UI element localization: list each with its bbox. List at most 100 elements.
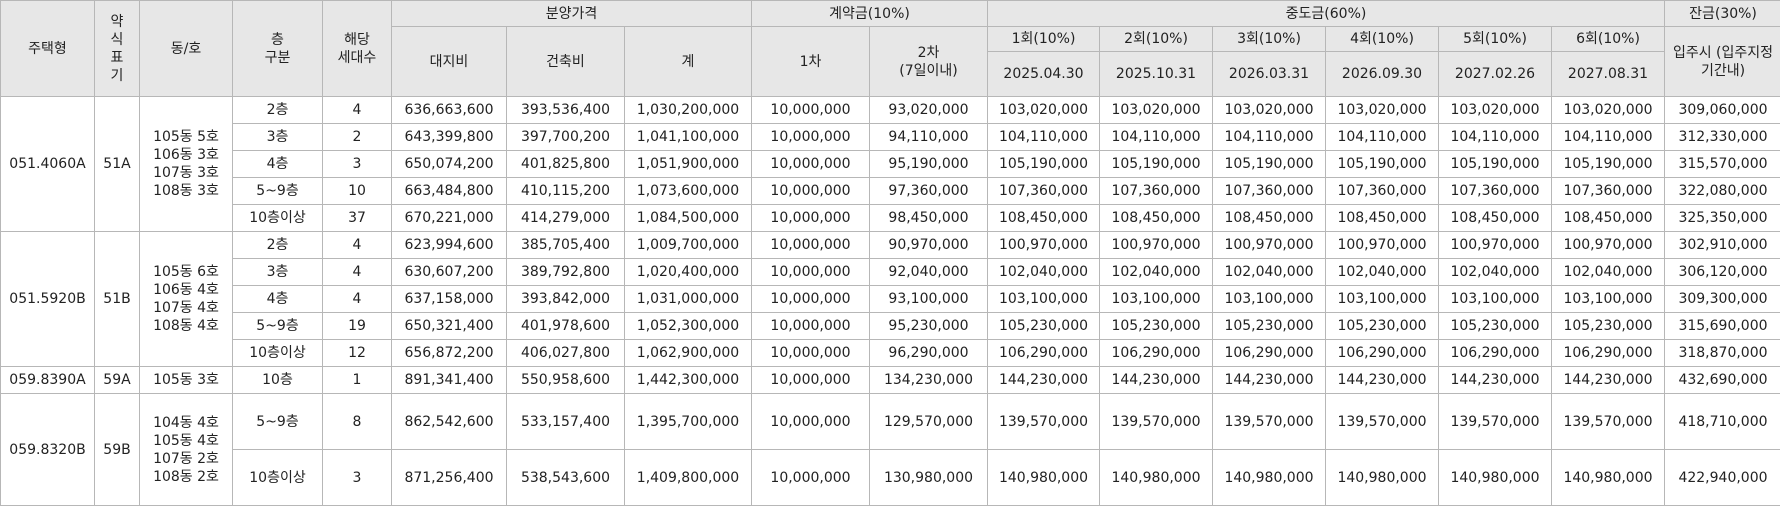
table-row: 10층이상 12 656,872,200 406,027,800 1,062,900,0… [1, 339, 1780, 367]
deposit-second-cell: 97,360,000 [869, 177, 988, 205]
interim-round-4-cell: 100,970,000 [1325, 231, 1439, 259]
dong-ho-item: 106동 4호 [153, 282, 219, 298]
interim-round-1-cell: 139,570,000 [987, 393, 1100, 450]
header-unit-count: 해당 세대수 [322, 0, 392, 97]
floor-cell: 10층이상 [232, 204, 323, 232]
header-interim-round-6: 6회(10%) [1551, 26, 1665, 52]
header-interim: 중도금(60%) [987, 0, 1665, 27]
dong-ho-item: 104동 4호 [153, 414, 219, 431]
balance-cell: 322,080,000 [1664, 177, 1780, 205]
interim-round-4-cell: 144,230,000 [1325, 366, 1439, 394]
interim-round-3-cell: 105,190,000 [1212, 150, 1326, 178]
header-interim-round-3: 3회(10%) [1212, 26, 1326, 52]
total-price-cell: 1,030,200,000 [624, 96, 752, 124]
interim-round-4-cell: 103,100,000 [1325, 285, 1439, 313]
header-interim-round-4: 4회(10%) [1325, 26, 1439, 52]
interim-round-5-cell: 144,230,000 [1438, 366, 1552, 394]
interim-round-5-cell: 103,020,000 [1438, 96, 1552, 124]
interim-round-6-cell: 103,100,000 [1551, 285, 1665, 313]
header-floor-division: 층 구분 [232, 0, 323, 97]
table-row: 5~9층 10 663,484,800 410,115,200 1,073,600,00… [1, 177, 1780, 205]
dong-ho-item: 107동 4호 [153, 300, 219, 316]
interim-round-2-cell: 107,360,000 [1099, 177, 1213, 205]
land-cost-cell: 637,158,000 [391, 285, 507, 313]
interim-round-4-cell: 105,230,000 [1325, 312, 1439, 340]
interim-round-2-cell: 103,020,000 [1099, 96, 1213, 124]
table-header: 주택형 약 식 표 기 동/호 층 구분 해당 세대수 분양가격 계약금(10%… [0, 0, 1780, 97]
building-cost-cell: 414,279,000 [506, 204, 625, 232]
floor-cell: 10층이상 [232, 449, 323, 506]
interim-round-3-cell: 105,230,000 [1212, 312, 1326, 340]
deposit-second-cell: 95,190,000 [869, 150, 988, 178]
total-price-cell: 1,062,900,000 [624, 339, 752, 367]
building-cost-cell: 393,536,400 [506, 96, 625, 124]
interim-round-1-cell: 105,190,000 [987, 150, 1100, 178]
land-cost-cell: 891,341,400 [391, 366, 507, 394]
interim-round-5-cell: 106,290,000 [1438, 339, 1552, 367]
building-cost-cell: 389,792,800 [506, 258, 625, 286]
interim-round-4-cell: 140,980,000 [1325, 449, 1439, 506]
interim-round-4-cell: 107,360,000 [1325, 177, 1439, 205]
land-cost-cell: 636,663,600 [391, 96, 507, 124]
header-interim-date-3: 2026.03.31 [1212, 51, 1326, 97]
header-sale-price: 분양가격 [391, 0, 752, 27]
dong-ho-item: 105동 6호 [153, 264, 219, 280]
total-price-cell: 1,020,400,000 [624, 258, 752, 286]
dong-ho-cell: 105동 5호 106동 3호 107동 3호 108동 3호 [139, 96, 233, 232]
building-cost-cell: 550,958,600 [506, 366, 625, 394]
table-row: 4층 4 637,158,000 393,842,000 1,031,000,000 10… [1, 285, 1780, 313]
header-house-type: 주택형 [0, 0, 95, 97]
interim-round-5-cell: 108,450,000 [1438, 204, 1552, 232]
balance-cell: 422,940,000 [1664, 449, 1780, 506]
deposit-second-cell: 129,570,000 [869, 393, 988, 450]
interim-round-3-cell: 104,110,000 [1212, 123, 1326, 151]
header-land-cost: 대지비 [391, 26, 507, 97]
deposit-first-cell: 10,000,000 [751, 339, 870, 367]
table-row: 10층이상 37 670,221,000 414,279,000 1,084,500,0… [1, 204, 1780, 232]
building-cost-cell: 401,978,600 [506, 312, 625, 340]
interim-round-6-cell: 105,190,000 [1551, 150, 1665, 178]
deposit-first-cell: 10,000,000 [751, 150, 870, 178]
total-price-cell: 1,395,700,000 [624, 393, 752, 450]
deposit-second-cell: 98,450,000 [869, 204, 988, 232]
table-row: 5~9층 19 650,321,400 401,978,600 1,052,300,00… [1, 312, 1780, 340]
dong-ho-cell: 105동 3호 [139, 366, 233, 394]
deposit-first-cell: 10,000,000 [751, 366, 870, 394]
land-cost-cell: 670,221,000 [391, 204, 507, 232]
header-interim-date-6: 2027.08.31 [1551, 51, 1665, 97]
interim-round-4-cell: 104,110,000 [1325, 123, 1439, 151]
building-cost-cell: 538,543,600 [506, 449, 625, 506]
header-interim-date-5: 2027.02.26 [1438, 51, 1552, 97]
interim-round-2-cell: 100,970,000 [1099, 231, 1213, 259]
interim-round-4-cell: 106,290,000 [1325, 339, 1439, 367]
total-price-cell: 1,051,900,000 [624, 150, 752, 178]
dong-ho-item: 108동 2호 [153, 468, 219, 485]
header-interim-round-2: 2회(10%) [1099, 26, 1213, 52]
balance-cell: 312,330,000 [1664, 123, 1780, 151]
dong-ho-item: 107동 3호 [153, 165, 219, 181]
unit-count-cell: 10 [322, 177, 392, 205]
deposit-second-cell: 92,040,000 [869, 258, 988, 286]
interim-round-1-cell: 105,230,000 [987, 312, 1100, 340]
table-row: 3층 2 643,399,800 397,700,200 1,041,100,000 10… [1, 123, 1780, 151]
deposit-first-cell: 10,000,000 [751, 312, 870, 340]
unit-count-cell: 1 [322, 366, 392, 394]
dong-ho-item: 105동 3호 [153, 372, 219, 388]
interim-round-2-cell: 108,450,000 [1099, 204, 1213, 232]
unit-count-cell: 12 [322, 339, 392, 367]
interim-round-4-cell: 102,040,000 [1325, 258, 1439, 286]
total-price-cell: 1,084,500,000 [624, 204, 752, 232]
deposit-first-cell: 10,000,000 [751, 449, 870, 506]
header-dong-ho: 동/호 [139, 0, 233, 97]
interim-round-1-cell: 140,980,000 [987, 449, 1100, 506]
interim-round-5-cell: 105,190,000 [1438, 150, 1552, 178]
header-interim-date-4: 2026.09.30 [1325, 51, 1439, 97]
table-body: 051.4060A 51A 105동 5호 106동 3호 107동 3호 108동 3호… [0, 96, 1780, 506]
deposit-first-cell: 10,000,000 [751, 204, 870, 232]
interim-round-1-cell: 106,290,000 [987, 339, 1100, 367]
interim-round-5-cell: 140,980,000 [1438, 449, 1552, 506]
deposit-second-cell: 134,230,000 [869, 366, 988, 394]
interim-round-3-cell: 107,360,000 [1212, 177, 1326, 205]
table-row: 059.8320B 59B 104동 4호 105동 4호 107동 2호 108동 2호… [0, 393, 1780, 506]
interim-round-1-cell: 104,110,000 [987, 123, 1100, 151]
